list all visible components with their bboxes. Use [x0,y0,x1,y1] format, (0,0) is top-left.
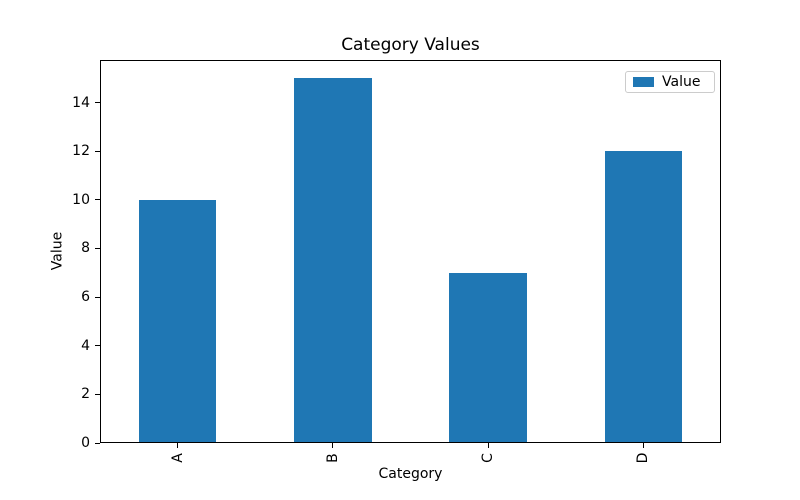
x-tick-mark-B [332,443,334,448]
y-tick-mark-6 [95,296,100,298]
x-tick-mark-A [177,443,179,448]
x-tick-label-B: B [324,453,341,463]
y-tick-mark-12 [95,150,100,152]
legend-label: Value [662,74,701,90]
y-tick-mark-14 [95,102,100,104]
y-tick-mark-8 [95,247,100,249]
chart-title: Category Values [341,35,480,55]
x-tick-mark-C [487,443,489,448]
y-tick-label-6: 6 [81,289,90,306]
y-tick-label-8: 8 [81,240,90,257]
y-tick-mark-10 [95,199,100,201]
y-tick-mark-4 [95,345,100,347]
y-tick-label-4: 4 [81,337,90,354]
bar-A [138,199,217,442]
y-tick-label-2: 2 [81,386,90,403]
bar-D [604,151,683,442]
x-axis-label: Category [378,466,443,482]
x-tick-label-A: A [169,453,186,463]
bar-B [294,78,372,442]
y-tick-label-14: 14 [72,94,90,111]
y-tick-label-10: 10 [72,191,90,208]
y-tick-mark-0 [95,442,100,444]
y-tick-mark-2 [95,393,100,395]
y-tick-label-12: 12 [72,143,90,160]
bar-C [449,272,527,442]
x-tick-mark-D [642,443,644,448]
legend: Value [625,71,715,93]
legend-swatch [633,77,654,87]
y-tick-label-0: 0 [81,435,90,451]
x-tick-label-D: D [635,452,652,464]
x-tick-label-C: C [480,453,497,463]
